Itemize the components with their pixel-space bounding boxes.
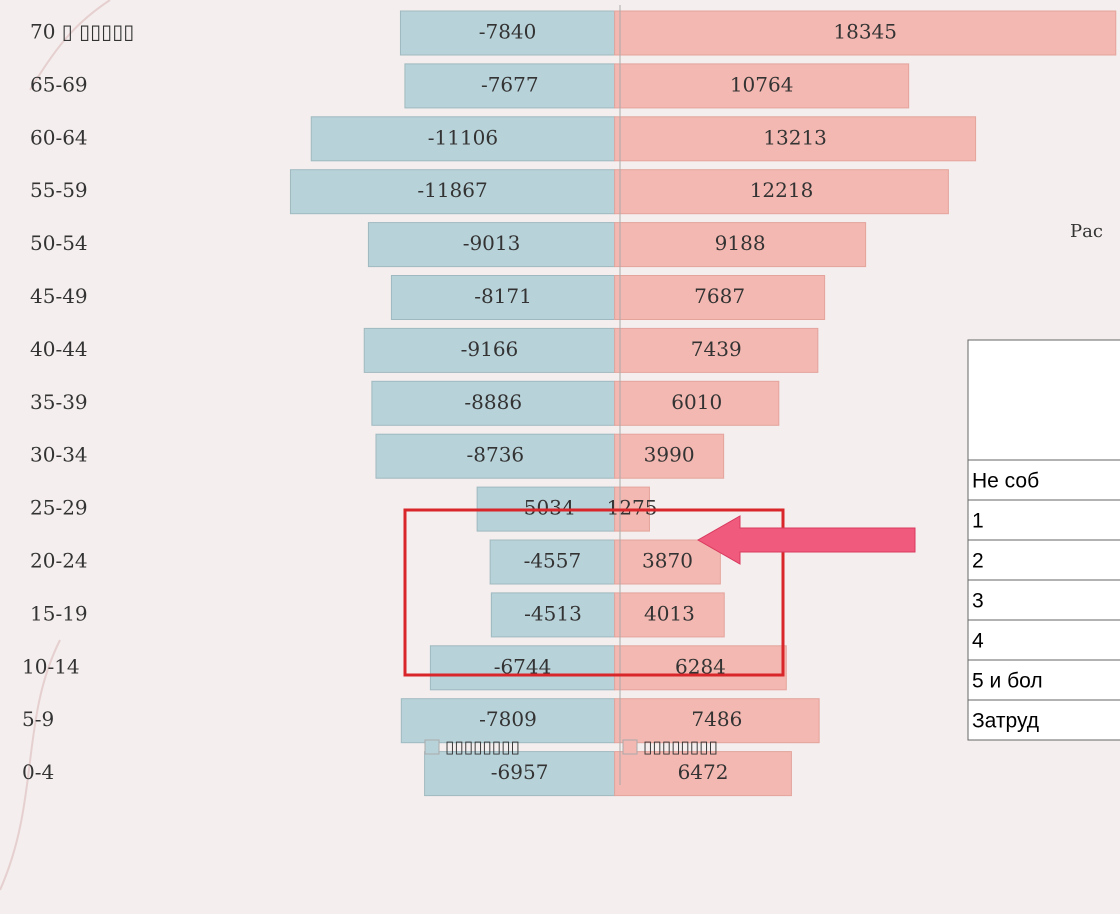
data-label: 3990: [644, 443, 695, 467]
table-cell: [968, 580, 1120, 620]
category-label: 40-44: [30, 337, 88, 361]
table-cell-text: Затруд: [972, 710, 1039, 733]
data-label: 1275: [607, 496, 658, 520]
plot: 70 ▯ ▯▯▯▯▯ -7840 18345 65-69 -7677 10764 60-64…: [22, 11, 1116, 796]
category-label: 30-34: [30, 443, 88, 467]
chart: 70 ▯ ▯▯▯▯▯ -7840 18345 65-69 -7677 10764 60-64…: [0, 0, 1120, 914]
table-cell-text: 4: [972, 630, 984, 653]
category-label: 35-39: [30, 390, 88, 414]
legend-swatch: [623, 740, 637, 754]
category-label: 55-59: [30, 178, 88, 202]
data-label: -4513: [524, 601, 582, 625]
table-cell-text: 5 и бол: [972, 670, 1043, 693]
data-label: -8171: [474, 284, 532, 308]
data-label: 6010: [671, 390, 722, 414]
data-label: 7439: [691, 337, 742, 361]
data-label: -7809: [479, 707, 537, 731]
data-label: 4013: [644, 601, 695, 625]
data-label: -6957: [491, 760, 549, 784]
legend-swatch: [425, 740, 439, 754]
data-label: 12218: [750, 178, 814, 202]
data-label: 13213: [763, 125, 827, 149]
category-label: 10-14: [22, 654, 80, 678]
table-cell-text: 3: [972, 590, 984, 613]
table-header: [968, 340, 1120, 460]
data-label: -11106: [428, 125, 498, 149]
category-label: 70 ▯ ▯▯▯▯▯: [30, 20, 134, 44]
category-label: 65-69: [30, 72, 88, 96]
category-label: 20-24: [30, 549, 88, 573]
data-label: -5034: [517, 496, 575, 520]
table-cell: [968, 500, 1120, 540]
data-label: 3870: [642, 549, 693, 573]
table-cell-text: 1: [972, 510, 984, 533]
table-cell: [968, 540, 1120, 580]
data-label: -4557: [524, 549, 582, 573]
data-label: -7840: [479, 20, 537, 44]
table-cell: [968, 620, 1120, 660]
data-label: -8886: [464, 390, 522, 414]
category-label: 5-9: [22, 707, 54, 731]
data-label: 7687: [694, 284, 745, 308]
data-label: 18345: [833, 20, 897, 44]
data-label: -11867: [417, 178, 487, 202]
data-label: -9166: [461, 337, 519, 361]
side-text: Рас: [1070, 221, 1103, 242]
category-label: 60-64: [30, 125, 88, 149]
data-label: -7677: [481, 72, 539, 96]
data-label: 9188: [715, 231, 766, 255]
table-cell-text: Не соб: [972, 470, 1039, 493]
category-label: 45-49: [30, 284, 88, 308]
category-label: 50-54: [30, 231, 88, 255]
data-label: -9013: [463, 231, 521, 255]
legend-label: ▯▯▯▯▯▯▯▯: [445, 738, 520, 758]
arrow: [698, 516, 915, 564]
data-label: -8736: [466, 443, 524, 467]
table: Не соб 1 2 3 4 5 и бол Затруд: [968, 340, 1120, 740]
table-cell-text: 2: [972, 550, 984, 573]
legend-label: ▯▯▯▯▯▯▯▯: [643, 738, 718, 758]
data-label: 10764: [730, 72, 794, 96]
page: 70 ▯ ▯▯▯▯▯ -7840 18345 65-69 -7677 10764 60-64…: [0, 0, 1120, 914]
category-label: 15-19: [30, 601, 88, 625]
category-label: 25-29: [30, 496, 88, 520]
data-label: 7486: [691, 707, 742, 731]
category-label: 0-4: [22, 760, 54, 784]
data-label: 6472: [678, 760, 729, 784]
